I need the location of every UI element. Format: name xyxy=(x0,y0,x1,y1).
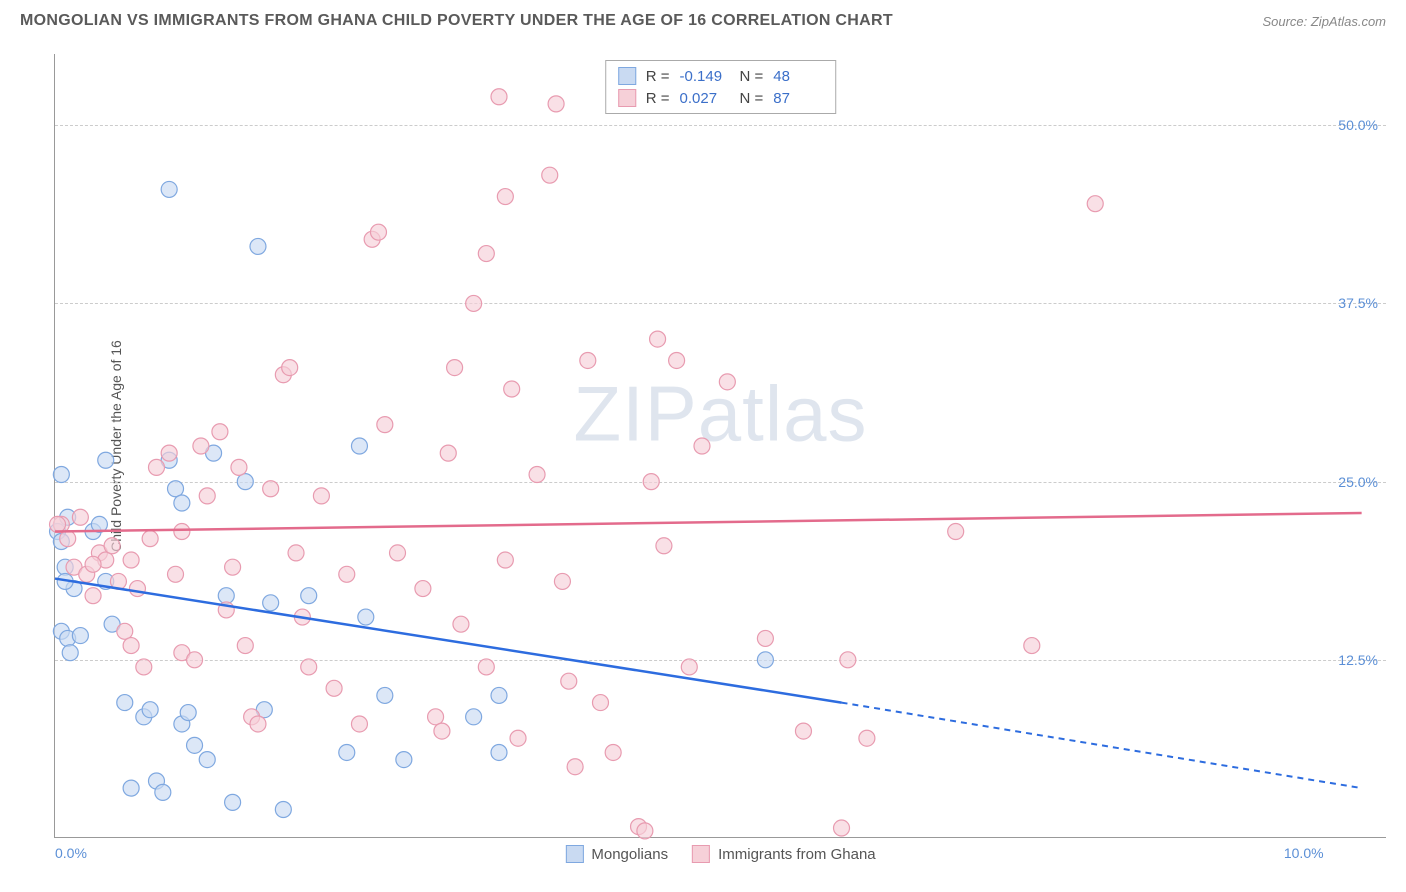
chart-plot-area: 12.5%25.0%37.5%50.0% ZIPatlas R = -0.149… xyxy=(54,54,1386,838)
legend: Mongolians Immigrants from Ghana xyxy=(565,845,875,863)
legend-label: Mongolians xyxy=(591,846,668,863)
stat-n-value: 48 xyxy=(773,68,823,85)
chart-source: Source: ZipAtlas.com xyxy=(1262,14,1386,29)
chart-header: MONGOLIAN VS IMMIGRANTS FROM GHANA CHILD… xyxy=(0,0,1406,38)
stat-label: R = xyxy=(646,68,670,85)
chart-title: MONGOLIAN VS IMMIGRANTS FROM GHANA CHILD… xyxy=(20,12,893,30)
x-tick-label: 0.0% xyxy=(55,845,87,861)
stat-label: N = xyxy=(740,68,764,85)
stats-box: R = -0.149 N = 48 R = 0.027 N = 87 xyxy=(605,60,837,114)
swatch-series-2 xyxy=(618,89,636,107)
stat-n-value: 87 xyxy=(773,90,823,107)
legend-item: Immigrants from Ghana xyxy=(692,845,876,863)
swatch-legend-2 xyxy=(692,845,710,863)
stats-row: R = 0.027 N = 87 xyxy=(618,87,824,109)
legend-label: Immigrants from Ghana xyxy=(718,846,876,863)
stats-row: R = -0.149 N = 48 xyxy=(618,65,824,87)
legend-item: Mongolians xyxy=(565,845,668,863)
stat-r-value: 0.027 xyxy=(680,90,730,107)
stat-label: N = xyxy=(740,90,764,107)
x-tick-label: 10.0% xyxy=(1284,845,1324,861)
stat-label: R = xyxy=(646,90,670,107)
stat-r-value: -0.149 xyxy=(680,68,730,85)
scatter-plot-svg xyxy=(55,54,1386,837)
swatch-series-1 xyxy=(618,67,636,85)
swatch-legend-1 xyxy=(565,845,583,863)
